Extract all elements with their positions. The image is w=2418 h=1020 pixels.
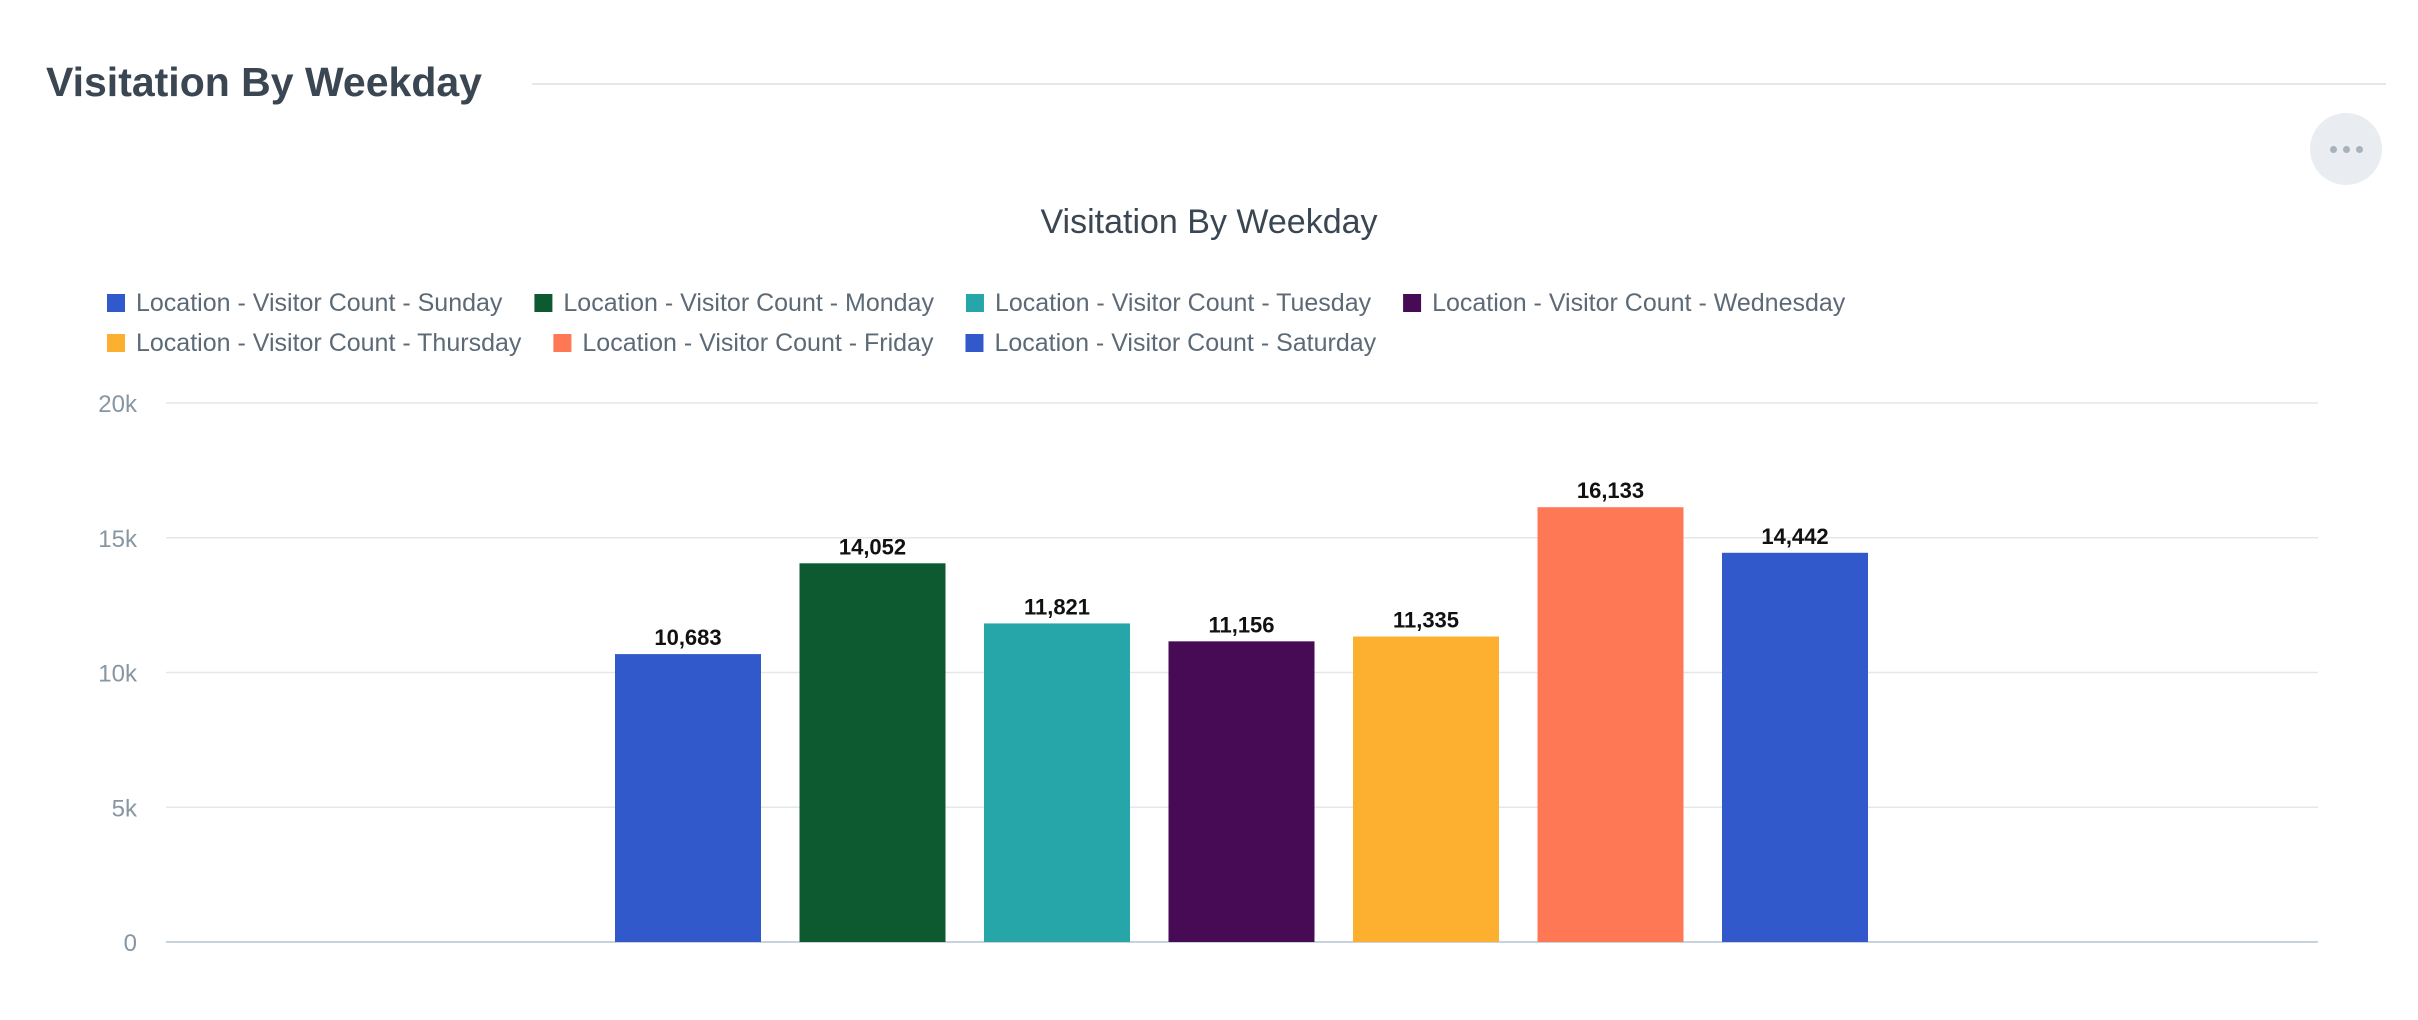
legend-label: Location - Visitor Count - Friday bbox=[582, 329, 934, 357]
chart-title: Visitation By Weekday bbox=[1040, 203, 1377, 241]
legend-item[interactable]: Location - Visitor Count - Thursday bbox=[107, 329, 522, 357]
legend-label: Location - Visitor Count - Tuesday bbox=[995, 289, 1372, 317]
legend-item[interactable]: Location - Visitor Count - Monday bbox=[534, 289, 934, 317]
y-tick-label: 5k bbox=[112, 795, 138, 822]
bar[interactable] bbox=[1168, 641, 1315, 942]
section-divider bbox=[532, 83, 2386, 85]
legend-label: Location - Visitor Count - Thursday bbox=[136, 329, 522, 357]
bar-value-label: 14,442 bbox=[1761, 524, 1828, 549]
legend-swatch bbox=[965, 334, 984, 352]
bar-value-label: 14,052 bbox=[839, 534, 906, 559]
bar-value-label: 11,821 bbox=[1024, 594, 1090, 619]
more-dot-icon bbox=[2329, 145, 2337, 153]
bar-value-label: 10,683 bbox=[654, 625, 721, 650]
legend: Location - Visitor Count - Sunday Locatio… bbox=[107, 289, 1846, 357]
bar[interactable] bbox=[1722, 552, 1868, 942]
bar[interactable] bbox=[799, 563, 946, 942]
y-tick-label: 20k bbox=[98, 391, 138, 418]
legend-item[interactable]: Location - Visitor Count - Friday bbox=[553, 329, 934, 357]
y-tick-label: 10k bbox=[98, 661, 138, 688]
bar[interactable] bbox=[615, 654, 761, 942]
legend-swatch bbox=[534, 294, 553, 312]
data-labels: 10,683 14,052 11,821 11,156 11,335 16,133 14,4… bbox=[654, 478, 1828, 650]
legend-swatch bbox=[965, 294, 984, 312]
legend-swatch bbox=[1403, 294, 1422, 312]
bar-value-label: 11,335 bbox=[1393, 608, 1459, 633]
bars bbox=[615, 507, 1868, 942]
legend-label: Location - Visitor Count - Wednesday bbox=[1432, 289, 1846, 317]
y-axis: 0 5k 10k 15k 20k bbox=[98, 391, 138, 957]
more-options-button[interactable] bbox=[2310, 113, 2382, 185]
more-dot-icon bbox=[2342, 145, 2350, 153]
y-tick-label: 0 bbox=[124, 930, 137, 957]
bar[interactable] bbox=[1537, 507, 1684, 942]
legend-swatch bbox=[107, 294, 125, 312]
section-header: Visitation By Weekday bbox=[46, 50, 2386, 114]
bar[interactable] bbox=[984, 623, 1130, 942]
legend-item[interactable]: Location - Visitor Count - Saturday bbox=[965, 329, 1377, 357]
bar-value-label: 11,156 bbox=[1208, 612, 1274, 637]
legend-label: Location - Visitor Count - Monday bbox=[563, 289, 934, 317]
y-tick-label: 15k bbox=[98, 526, 138, 553]
legend-item[interactable]: Location - Visitor Count - Sunday bbox=[107, 289, 503, 317]
legend-item[interactable]: Location - Visitor Count - Tuesday bbox=[965, 289, 1372, 317]
legend-item[interactable]: Location - Visitor Count - Wednesday bbox=[1403, 289, 1846, 317]
bar[interactable] bbox=[1353, 636, 1499, 942]
legend-label: Location - Visitor Count - Saturday bbox=[994, 329, 1376, 357]
section-title: Visitation By Weekday bbox=[46, 58, 482, 105]
legend-swatch bbox=[553, 334, 572, 352]
legend-swatch bbox=[107, 334, 125, 352]
legend-label: Location - Visitor Count - Sunday bbox=[136, 289, 503, 317]
bar-value-label: 16,133 bbox=[1577, 478, 1644, 503]
more-dot-icon bbox=[2355, 145, 2363, 153]
